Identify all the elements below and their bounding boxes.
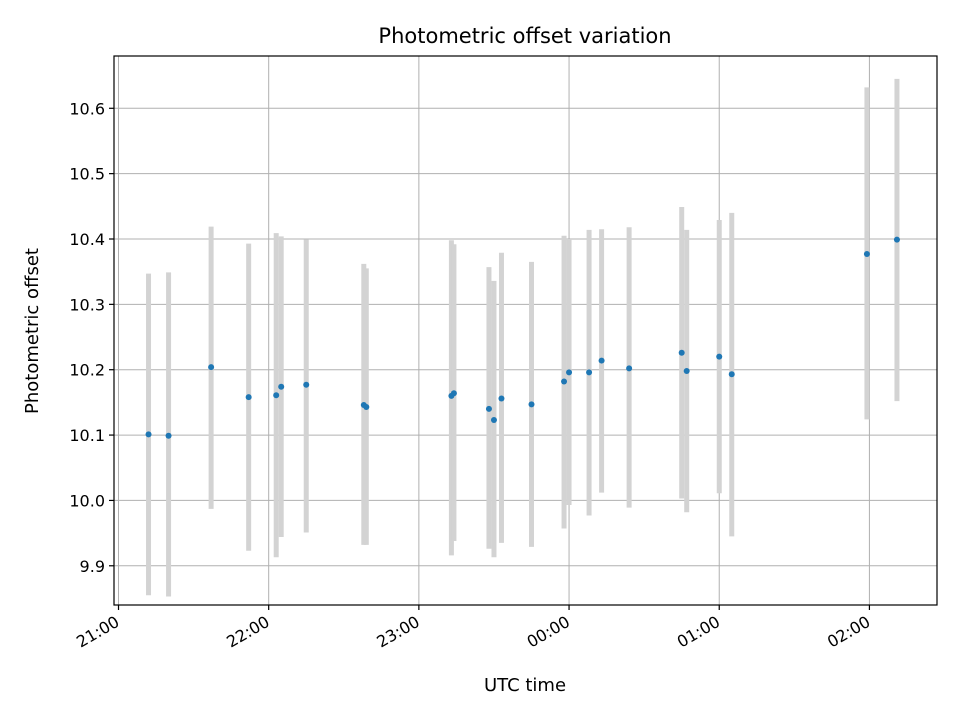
data-point xyxy=(363,403,370,410)
data-point xyxy=(598,357,605,364)
y-tick-label: 10.2 xyxy=(69,361,105,380)
data-point xyxy=(450,390,457,397)
plot-background xyxy=(114,56,937,605)
y-tick-label: 9.9 xyxy=(80,557,105,576)
y-axis: 9.9 10.0 10.1 10.2 10.3 10.4 10.5 10.6 xyxy=(69,99,114,576)
y-tick-label: 10.5 xyxy=(69,165,105,184)
data-point xyxy=(728,371,735,378)
data-point xyxy=(145,431,152,438)
data-point xyxy=(273,392,280,399)
data-point xyxy=(498,395,505,402)
y-tick-label: 10.4 xyxy=(69,230,105,249)
y-tick-label: 10.6 xyxy=(69,99,105,118)
data-point xyxy=(485,405,492,412)
data-point xyxy=(561,378,568,385)
data-point xyxy=(716,353,723,360)
chart-title: Photometric offset variation xyxy=(378,24,671,48)
data-point xyxy=(490,417,497,424)
data-point xyxy=(566,369,573,376)
data-point xyxy=(863,251,870,258)
y-tick-label: 10.1 xyxy=(69,426,105,445)
x-axis-label: UTC time xyxy=(484,675,566,696)
y-tick-label: 10.3 xyxy=(69,295,105,314)
data-point xyxy=(528,401,535,408)
data-point xyxy=(683,368,690,375)
data-point xyxy=(165,432,172,439)
data-point xyxy=(893,236,900,243)
grid xyxy=(114,56,937,605)
y-axis-label: Photometric offset xyxy=(22,248,43,414)
data-point xyxy=(586,369,593,376)
y-tick-label: 10.0 xyxy=(69,491,105,510)
plot-frame xyxy=(113,55,938,606)
data-points xyxy=(145,236,900,439)
data-point xyxy=(208,364,215,371)
data-point xyxy=(626,365,633,372)
data-point xyxy=(678,349,685,356)
data-point xyxy=(245,394,252,401)
data-point xyxy=(278,383,285,390)
data-point xyxy=(303,381,310,388)
